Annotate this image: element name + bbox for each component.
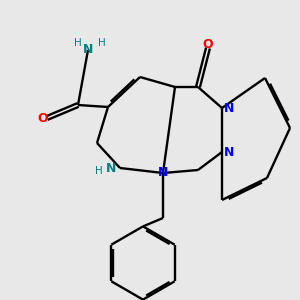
Text: O: O [37,112,48,124]
Text: N: N [158,166,168,179]
Text: H: H [98,38,105,48]
Text: O: O [203,38,213,52]
Text: H: H [74,38,81,48]
Text: N: N [83,44,93,56]
Text: N: N [224,146,235,158]
Text: H: H [95,166,103,176]
Text: N: N [106,161,116,175]
Text: N: N [224,101,235,115]
